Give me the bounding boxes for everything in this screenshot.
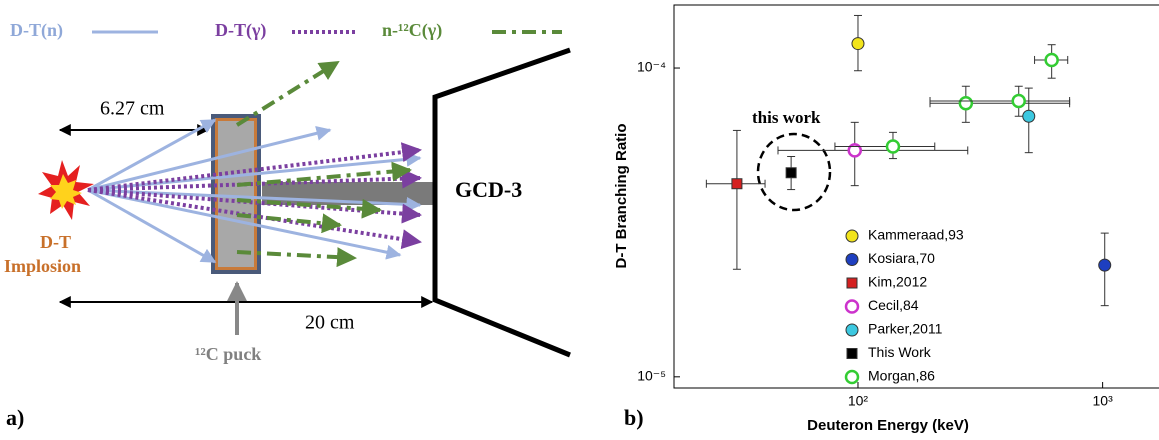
source-label: Implosion [4,256,81,276]
x-axis-label: Deuteron Energy (keV) [807,417,969,434]
puck-label: ¹²C puck [195,344,261,364]
marker [846,230,858,242]
marker [960,97,972,109]
marker [1099,259,1111,271]
marker [847,349,857,359]
x-tick-label: 10² [848,393,869,409]
legend-label: Kim,2012 [868,274,927,290]
marker [846,324,858,336]
legend-label: Kammeraad,93 [868,227,964,243]
legend-label: This Work [868,344,932,360]
diagram: D-T(n) D-T(γ) n-¹²C(γ) 6.27 cm 20 cm D-T… [4,20,570,430]
chart: Deuteron Energy (keV) D-T Branching Rati… [613,5,1159,434]
y-tick-label: 10⁻⁴ [637,59,666,75]
marker [846,371,858,383]
puck-core [218,121,254,267]
panel-label: a) [6,405,24,430]
legend-label: Morgan,86 [868,368,935,384]
legend-label: Cecil,84 [868,297,919,313]
x-tick-label: 10³ [1093,393,1114,409]
legend-label: Kosiara,70 [868,250,935,266]
detector-label: GCD-3 [455,177,522,202]
annotation: this work [752,108,821,127]
marker [1013,95,1025,107]
dimension-label: 6.27 cm [100,98,165,120]
marker [887,141,899,153]
marker [732,179,742,189]
marker [846,301,858,313]
figure: D-T(n) D-T(γ) n-¹²C(γ) 6.27 cm 20 cm D-T… [0,0,1159,440]
legend-label: Parker,2011 [868,321,943,337]
marker [846,254,858,266]
marker [852,38,864,50]
marker [1046,54,1058,66]
panel-label: b) [624,405,644,430]
marker [786,168,796,178]
legend-label: n-¹²C(γ) [382,20,442,41]
y-axis-label: D-T Branching Ratio [613,124,630,269]
detector [435,50,570,355]
legend-label: D-T(γ) [215,20,266,41]
legend-label: D-T(n) [10,20,63,41]
marker [1023,110,1035,122]
marker [847,278,857,288]
source-label: D-T [40,232,71,252]
y-tick-label: 10⁻⁵ [637,368,666,384]
page: D-T(n) D-T(γ) n-¹²C(γ) 6.27 cm 20 cm D-T… [0,0,1159,440]
dimension-label: 20 cm [305,312,355,334]
